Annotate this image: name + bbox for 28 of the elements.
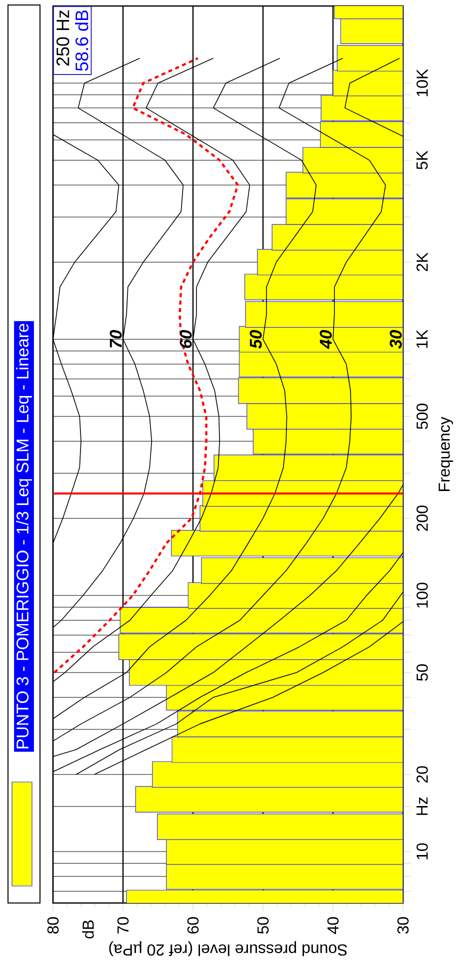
y-tick-label: 200: [416, 506, 428, 531]
y-tick-label: 100: [416, 582, 428, 608]
annotation: 60: [180, 330, 192, 348]
y-axis-title: Frequency: [438, 416, 454, 491]
y-tick-label: 2K: [416, 252, 428, 272]
annotation: 50: [250, 330, 262, 349]
x-tick-label: 70: [117, 917, 129, 934]
y-tick-label: 1K: [416, 330, 428, 348]
y-tick-label: 50: [416, 664, 428, 681]
x-tick-label: 50: [257, 917, 269, 934]
annotation: 58.6 dB: [75, 10, 88, 71]
annotation: 70: [110, 330, 122, 348]
text: dB: [82, 920, 94, 938]
annotation: 30: [390, 330, 402, 349]
x-tick-label: 60: [187, 917, 199, 934]
x-tick-label: 80: [47, 917, 59, 934]
y-tick-label: 10: [416, 843, 428, 860]
y-tick-label: 5K: [416, 150, 428, 170]
x-axis-title: Sound pressure level (ref 20 µPa): [109, 941, 348, 956]
y-tick-label: 10K: [416, 69, 428, 96]
annotation: 40: [320, 330, 332, 349]
x-tick-label: 40: [327, 917, 339, 934]
annotation: 250 Hz: [56, 10, 70, 66]
y-tick-label: 500: [416, 404, 428, 430]
y-tick-label: Hz: [416, 798, 428, 815]
x-tick-label: 30: [397, 917, 409, 934]
y-tick-label: 20: [416, 766, 428, 783]
text: PUNTO 3 - POMERIGGIO - 1/3 Leq SLM - Leq - Lineare: [16, 324, 32, 748]
